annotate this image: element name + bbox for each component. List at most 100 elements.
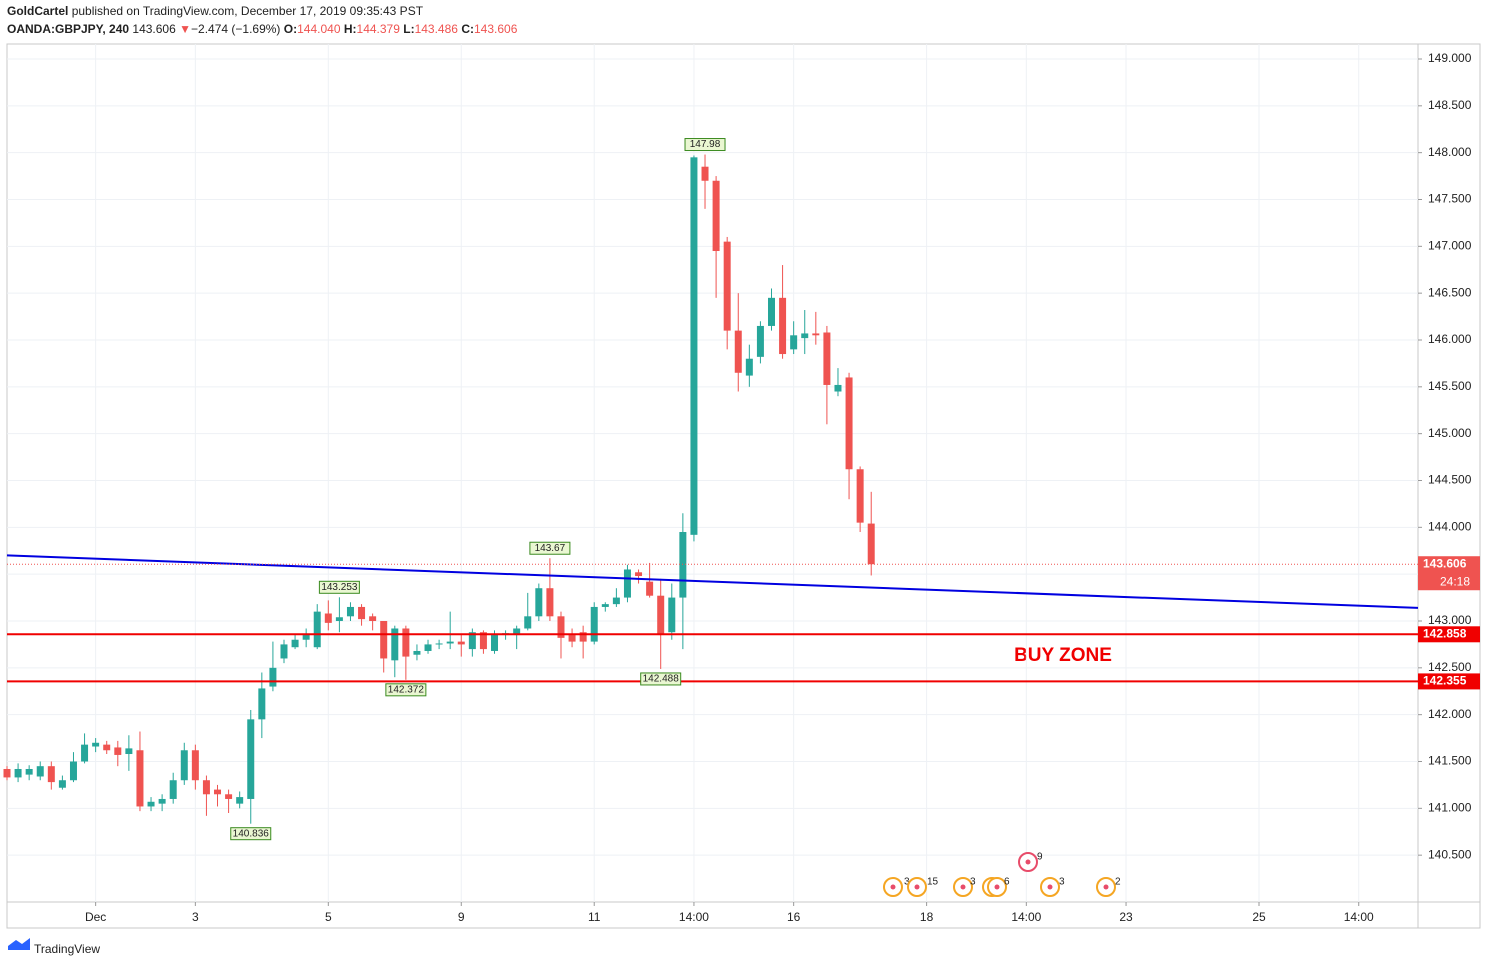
c-label: C: [461,22,474,36]
event-dot [994,884,1000,890]
l-label: L: [403,22,414,36]
candle-body [125,748,133,755]
candle-body [745,358,753,376]
candle-body [380,620,388,659]
candle-body [191,750,199,781]
candle-body [169,780,177,799]
x-tick-label: 14:00 [1344,910,1374,924]
y-tick-label: 145.500 [1428,379,1472,393]
candle-body [856,469,864,523]
candle-body [58,780,66,788]
last-price-label: 143.606 [1423,556,1467,570]
level-tag-label: 142.355 [1423,674,1467,688]
event-dot [1103,884,1109,890]
frame [6,43,1481,929]
candle-body [369,616,377,621]
extreme-label-box [529,541,571,555]
y-tick-label: 145.000 [1428,426,1472,440]
x-tick-label: 14:00 [679,910,709,924]
candle-body [491,635,499,651]
candle-body [47,766,55,783]
candle-body [712,180,720,252]
candle-body [247,719,255,799]
y-tick-label: 144.000 [1428,519,1472,533]
candle-body [402,628,410,657]
x-tick-label: 25 [1252,910,1266,924]
candle-body [535,588,543,617]
candle-body [302,635,310,640]
candle-body [812,333,820,336]
candle-body [36,766,44,777]
candle-body [324,613,332,623]
y-tick-label: 141.000 [1428,801,1472,815]
candle-body [424,644,432,651]
extreme-label-box [318,580,360,594]
candle-body [646,581,654,596]
plot [3,44,1418,902]
event-dot [1025,859,1031,865]
header-line-1: GoldCartel published on TradingView.com,… [7,4,424,18]
candle-body [513,628,521,636]
candle-body [723,241,731,331]
y-tick-label: 147.500 [1428,192,1472,206]
x-tick-label: 9 [458,910,465,924]
candle-body [103,744,111,751]
candle-body [69,761,77,781]
o: 144.040 [297,22,341,36]
candle-body [845,377,853,470]
extreme-label-box [230,827,272,841]
candle-body [313,611,321,648]
candle-body [524,616,532,629]
candle-body [435,643,443,645]
x-tick-label: Dec [85,910,106,924]
brand-logo [8,938,30,950]
event-count: 9 [1037,852,1043,863]
candle-body [623,569,631,598]
candle-body [479,632,487,650]
event-dot [890,884,896,890]
change: −2.474 (−1.69%) [191,22,280,36]
candle-body [180,750,188,781]
candle-body [413,650,421,655]
y-tick-label: 146.500 [1428,285,1472,299]
arrow: ▼ [179,22,191,36]
candle-body [81,744,89,762]
candle-body [214,789,222,795]
candle-body [867,523,875,565]
published: published on TradingView.com, December 1… [72,4,424,18]
candle-body [579,632,587,642]
x-tick-label: 16 [787,910,801,924]
extreme-label: 147.98 [690,139,721,150]
y-tick-label: 140.500 [1428,847,1472,861]
candle-body [147,801,155,807]
candle-body [834,384,842,392]
candle-body [346,606,354,617]
candle-body [635,572,643,577]
event-count: 3 [970,877,976,888]
countdown: 24:18 [1440,574,1470,588]
candle-body [335,617,343,621]
y-tick-label: 148.500 [1428,98,1472,112]
x-tick-label: 14:00 [1011,910,1041,924]
price: 143.606 [132,22,176,36]
candle-body [3,768,11,778]
extreme-label: 143.67 [535,543,566,554]
candle-body [790,335,798,350]
header-line-2: OANDA:GBPJPY, 240 143.606 ▼−2.474 (−1.69… [7,22,518,36]
candle-body [258,688,266,720]
y-tick-label: 149.000 [1428,51,1472,65]
candle-body [557,616,565,638]
y-tick-label: 148.000 [1428,145,1472,159]
candle-body [657,595,665,636]
y-tick-label: 143.000 [1428,613,1472,627]
candle-body [236,797,244,804]
y-tick-label: 147.000 [1428,238,1472,252]
o-label: O: [284,22,297,36]
candle-body [358,606,366,620]
candle-body [280,644,288,659]
brand: TradingView [34,942,100,956]
candle-body [546,588,554,617]
l: 143.486 [415,22,459,36]
event-dot [914,884,920,890]
